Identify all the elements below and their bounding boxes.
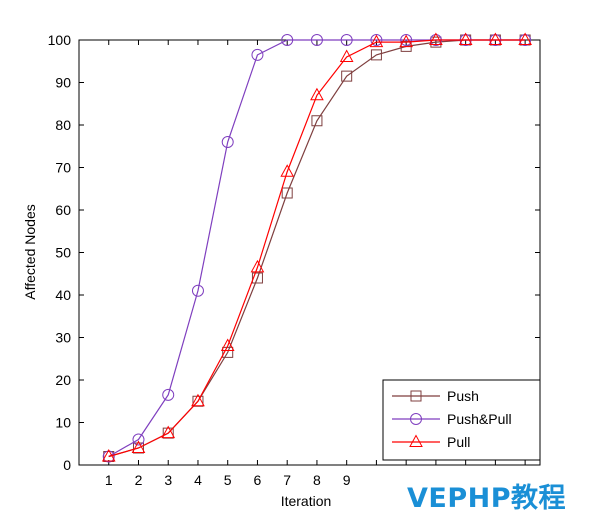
data-point: [369, 34, 384, 48]
data-point: [280, 164, 295, 177]
data-point: [310, 34, 323, 46]
legend-item: Push&Pull: [392, 411, 512, 427]
data-point: [311, 115, 323, 127]
data-point: [400, 34, 413, 46]
data-point: [310, 87, 324, 101]
data-point: [162, 388, 175, 401]
data-point: [161, 425, 176, 439]
data-point: [251, 272, 263, 284]
y-tick-label: 60: [55, 202, 71, 218]
data-point: [399, 34, 414, 48]
data-point: [341, 70, 353, 82]
data-point: [370, 49, 382, 61]
data-point: [339, 49, 354, 62]
y-tick-label: 80: [55, 117, 71, 133]
data-point: [458, 32, 473, 45]
legend-item: Push: [392, 388, 479, 404]
data-point: [518, 32, 532, 45]
legend-box: [382, 379, 541, 461]
series-line: [108, 39, 526, 458]
data-point: [340, 34, 353, 46]
y-tick-label: 10: [55, 415, 71, 431]
legend-marker: [410, 390, 422, 402]
y-axis-label: Affected Nodes: [22, 204, 38, 299]
data-point: [220, 338, 235, 351]
x-axis-label: Iteration: [281, 493, 332, 509]
data-point: [191, 393, 205, 407]
series-pull: [101, 32, 532, 462]
x-tick-label: 2: [135, 472, 143, 488]
y-axis: 0 10 20 30 40 50 60 70 80 90 100: [48, 32, 540, 473]
x-tick-label: 8: [313, 472, 321, 488]
y-tick-label: 40: [55, 287, 71, 303]
data-point: [222, 346, 234, 358]
data-point: [251, 48, 264, 61]
data-point: [250, 259, 265, 273]
watermark: VEPHP教程: [407, 483, 567, 514]
x-tick-label: 9: [343, 472, 351, 488]
x-axis: 1 2 3 4 5 6 7 8 9: [105, 40, 526, 488]
y-tick-label: 70: [55, 160, 71, 176]
series-layer: [101, 32, 532, 463]
legend-item: Pull: [392, 434, 470, 450]
data-point: [281, 187, 293, 199]
y-tick-label: 50: [55, 245, 71, 261]
legend-label: Push: [447, 388, 479, 404]
y-tick-label: 0: [63, 457, 71, 473]
data-point: [131, 440, 146, 453]
x-tick-label: 3: [164, 472, 172, 488]
data-point: [429, 32, 443, 45]
data-point: [488, 32, 503, 45]
y-tick-label: 90: [55, 75, 71, 91]
x-tick-label: 5: [224, 472, 232, 488]
legend: Push Push&Pull Pull: [382, 379, 541, 461]
x-tick-label: 6: [254, 472, 262, 488]
data-point: [132, 433, 145, 446]
x-tick-label: 1: [105, 472, 113, 488]
x-tick-label: 4: [194, 472, 202, 488]
data-point: [191, 284, 204, 297]
data-point: [221, 136, 234, 148]
y-tick-label: 20: [55, 372, 71, 388]
legend-label: Pull: [447, 434, 470, 450]
y-tick-label: 30: [55, 330, 71, 346]
x-tick-label: 7: [283, 472, 291, 488]
data-point: [370, 34, 383, 46]
legend-marker: [409, 434, 423, 447]
legend-label: Push&Pull: [447, 411, 512, 427]
y-tick-label: 100: [48, 32, 72, 48]
legend-marker: [410, 413, 422, 425]
data-point: [101, 448, 116, 462]
data-point: [281, 34, 294, 46]
